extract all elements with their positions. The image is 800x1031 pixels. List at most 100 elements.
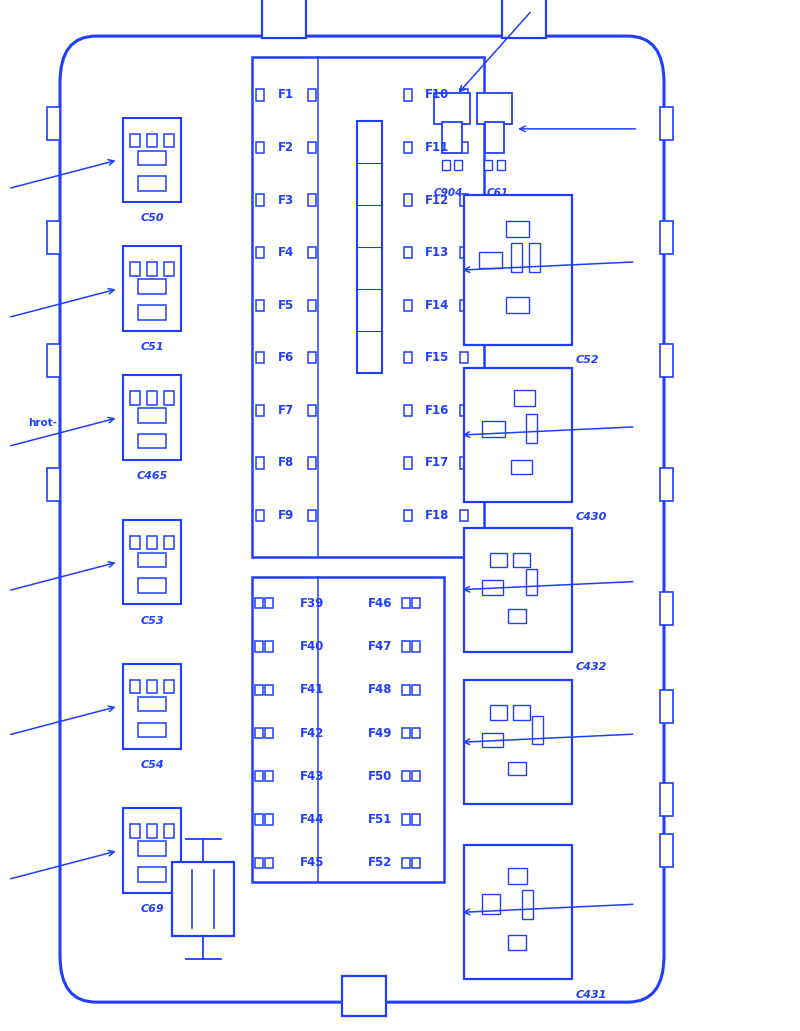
Bar: [256, 246, 264, 258]
Text: F5: F5: [278, 299, 294, 311]
Bar: [47, 344, 60, 377]
Bar: [342, 976, 386, 1016]
Bar: [402, 858, 410, 868]
Text: F43: F43: [300, 770, 324, 783]
Bar: [497, 160, 505, 170]
Bar: [130, 133, 141, 146]
Bar: [265, 858, 273, 868]
Bar: [308, 246, 317, 258]
Bar: [412, 771, 420, 781]
Bar: [265, 814, 273, 825]
Bar: [47, 221, 60, 254]
Bar: [464, 845, 571, 979]
Bar: [479, 252, 502, 268]
Text: C53: C53: [140, 616, 164, 626]
Text: F7: F7: [278, 404, 294, 417]
Bar: [412, 685, 420, 695]
Bar: [529, 243, 540, 272]
Bar: [265, 771, 273, 781]
Text: F41: F41: [300, 684, 324, 696]
Bar: [130, 680, 141, 693]
Text: C431: C431: [576, 990, 607, 1000]
Text: C50: C50: [140, 213, 164, 224]
Bar: [255, 771, 263, 781]
Bar: [308, 89, 317, 100]
Bar: [256, 404, 264, 415]
Bar: [404, 89, 413, 100]
Bar: [255, 641, 263, 652]
Text: F47: F47: [368, 640, 392, 653]
Bar: [47, 468, 60, 501]
Bar: [138, 434, 166, 448]
Text: F42: F42: [300, 727, 324, 739]
Text: C51: C51: [140, 342, 164, 353]
Bar: [442, 160, 450, 170]
Text: F49: F49: [368, 727, 392, 739]
Bar: [511, 243, 522, 272]
Bar: [660, 107, 673, 140]
Bar: [172, 862, 234, 936]
Bar: [459, 404, 469, 415]
Text: F15: F15: [425, 352, 449, 364]
Bar: [402, 641, 410, 652]
Bar: [660, 690, 673, 723]
Bar: [265, 598, 273, 608]
Bar: [526, 569, 537, 595]
Bar: [434, 93, 470, 124]
Text: F2: F2: [278, 141, 294, 154]
Bar: [660, 783, 673, 816]
Text: hrot-: hrot-: [28, 418, 57, 428]
Bar: [163, 391, 174, 404]
Bar: [402, 771, 410, 781]
Bar: [660, 221, 673, 254]
Text: F51: F51: [368, 813, 392, 826]
Bar: [508, 609, 526, 623]
Bar: [459, 510, 469, 522]
Bar: [255, 728, 263, 738]
Bar: [459, 141, 469, 153]
Bar: [252, 577, 444, 882]
Bar: [412, 858, 420, 868]
Bar: [255, 685, 263, 695]
Bar: [147, 133, 158, 146]
Bar: [459, 246, 469, 258]
Bar: [130, 825, 141, 837]
Bar: [402, 685, 410, 695]
Bar: [138, 578, 166, 593]
Bar: [256, 141, 264, 153]
Text: C52: C52: [576, 355, 599, 365]
Bar: [265, 685, 273, 695]
Text: F8: F8: [278, 457, 294, 469]
Bar: [138, 841, 166, 856]
Text: F50: F50: [368, 770, 392, 783]
Bar: [484, 160, 492, 170]
Bar: [308, 141, 317, 153]
Bar: [490, 553, 507, 567]
Bar: [404, 510, 413, 522]
Bar: [130, 262, 141, 275]
Bar: [255, 858, 263, 868]
Bar: [130, 536, 141, 548]
Text: F14: F14: [425, 299, 449, 311]
Text: F6: F6: [278, 352, 294, 364]
Bar: [508, 868, 527, 884]
Bar: [459, 89, 469, 100]
Bar: [464, 368, 571, 502]
Bar: [511, 460, 532, 474]
Bar: [256, 510, 264, 522]
Bar: [660, 592, 673, 625]
Bar: [442, 122, 462, 153]
Bar: [255, 814, 263, 825]
Text: F52: F52: [368, 857, 392, 869]
Bar: [138, 408, 166, 423]
Text: C465: C465: [136, 471, 168, 481]
Text: F3: F3: [278, 194, 294, 206]
Bar: [485, 122, 504, 153]
Bar: [513, 553, 530, 567]
Bar: [459, 457, 469, 468]
Bar: [255, 598, 263, 608]
Bar: [404, 299, 413, 310]
Bar: [138, 553, 166, 567]
Bar: [265, 728, 273, 738]
Text: F18: F18: [425, 509, 449, 522]
